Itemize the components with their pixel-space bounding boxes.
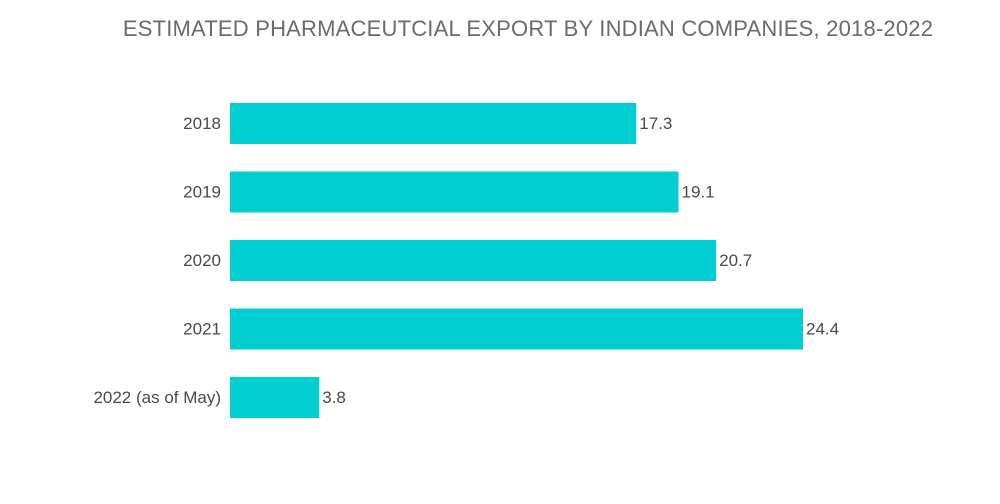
value-label: 20.7 [719,251,752,270]
value-label: 19.1 [682,183,715,202]
value-label: 17.3 [639,114,672,133]
value-labels: 17.3 19.1 20.7 24.4 3.8 [322,114,839,407]
category-labels: 2018 2019 2020 2021 2022 (as of May) [93,114,221,407]
value-label: 3.8 [322,388,346,407]
category-label: 2019 [183,183,221,202]
chart-title: ESTIMATED PHARMACEUTCIAL EXPORT BY INDIA… [122,16,934,41]
bar-2020 [230,240,717,281]
bar-2021 [230,308,803,350]
category-label: 2022 (as of May) [93,388,221,407]
value-label: 24.4 [806,320,839,339]
category-label: 2021 [183,320,221,339]
bar-2019 [230,171,679,213]
bar-2018 [230,103,637,144]
bars-layer [230,103,803,418]
bar-2022 [230,377,320,418]
category-label: 2018 [183,114,221,133]
category-label: 2020 [183,251,221,270]
